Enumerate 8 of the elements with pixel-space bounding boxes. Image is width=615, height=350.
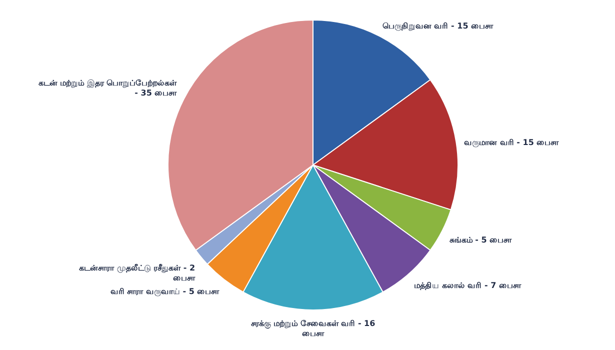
slice-label: பெருநிறுவன வரி - 15 பைசா: [382, 22, 494, 32]
slice-label: கடன் மற்றும் இதர பொறுப்பேற்றல்கள் - 35 பைசா: [38, 78, 178, 98]
slice-label: சரக்கு மற்றும் சேவைகள் வரி - 16 பைசா: [250, 319, 376, 338]
slice-label: கடன்சாரா முதலீட்டு ரசீதுகள் - 2 பைசா: [79, 264, 196, 283]
slice-label: வருமான வரி - 15 பைசா: [464, 138, 560, 148]
slice-label: சுங்கம் - 5 பைசா: [449, 235, 513, 244]
slice-label: வரி சாரா வருவாய் - 5 பைசா: [110, 286, 220, 297]
slice-label: மத்திய கலால் வரி - 7 பைசா: [414, 280, 522, 291]
